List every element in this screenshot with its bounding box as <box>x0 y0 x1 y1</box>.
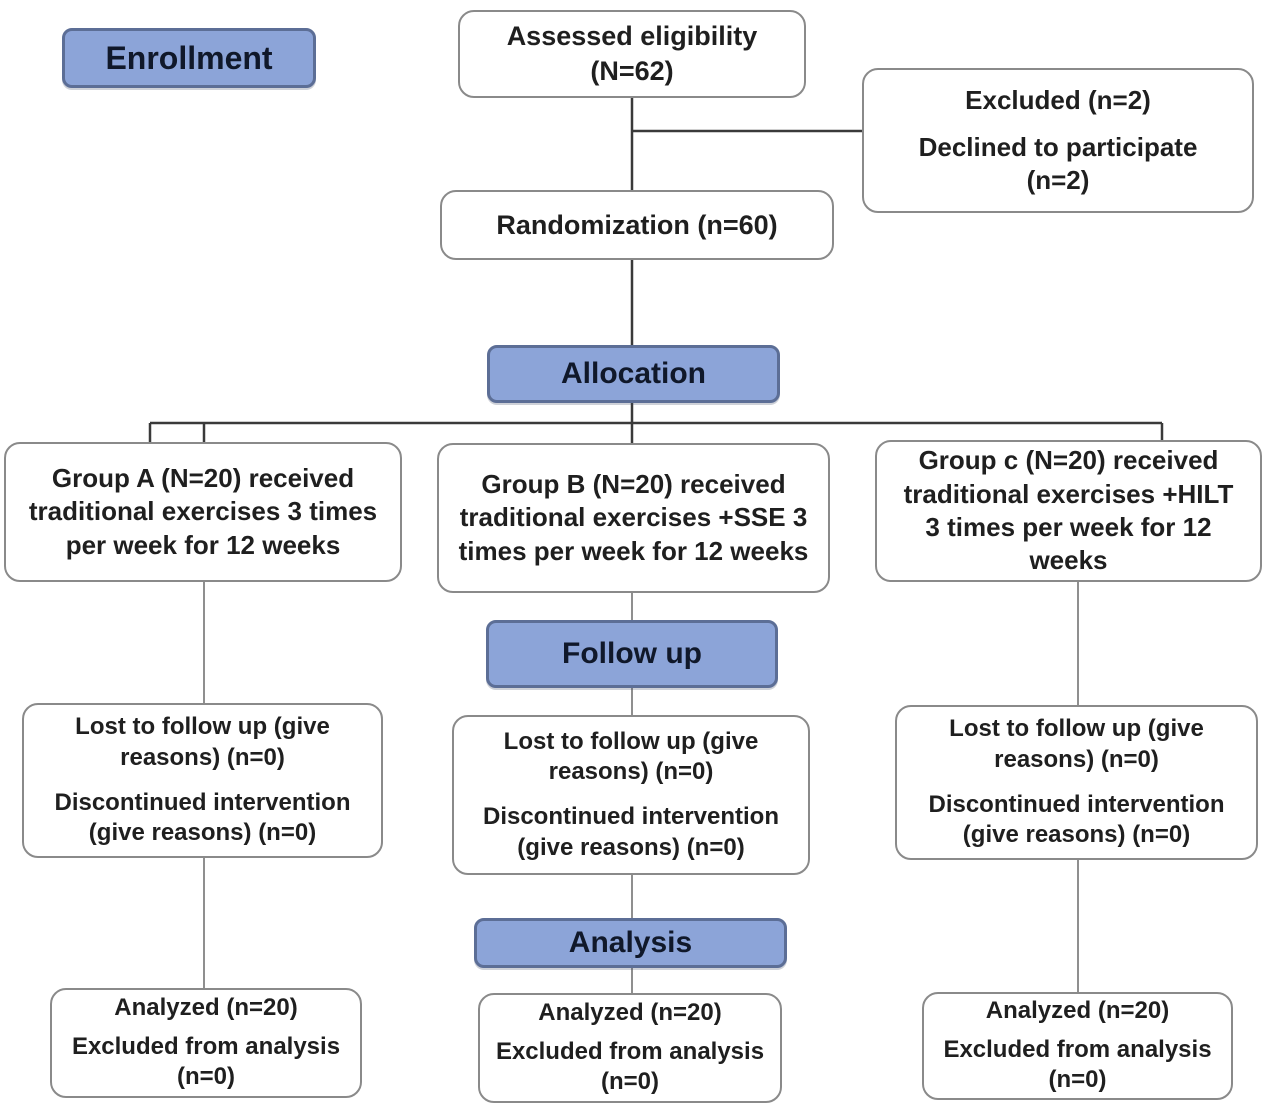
stage-label-enrollment: Enrollment <box>105 39 273 76</box>
box-assessed-eligibility: Assessed eligibility (N=62) <box>458 10 806 98</box>
box-followup-a: Lost to follow up (give reasons) (n=0) D… <box>22 703 383 858</box>
assessed-eligibility-count: (N=62) <box>590 56 674 86</box>
excluded-reason-count: (n=2) <box>1026 165 1090 196</box>
analyzed-b-count: Analyzed (n=20) <box>538 998 722 1026</box>
followup-b-discontinued: Discontinued intervention (give reasons)… <box>482 803 779 861</box>
analyzed-c-count: Analyzed (n=20) <box>985 996 1170 1024</box>
box-analyzed-a: Analyzed (n=20) Excluded from analysis (… <box>50 988 362 1098</box>
box-analyzed-c: Analyzed (n=20) Excluded from analysis (… <box>922 992 1233 1100</box>
box-analyzed-b: Analyzed (n=20) Excluded from analysis (… <box>478 993 782 1103</box>
analyzed-b-excluded: Excluded from analysis (n=0) <box>495 1037 765 1096</box>
analyzed-c-excluded: Excluded from analysis (n=0) <box>943 1035 1212 1094</box>
followup-b-lost: Lost to follow up (give reasons) (n=0) <box>503 727 759 786</box>
followup-a-lost: Lost to follow up (give reasons) (n=0) <box>75 713 330 771</box>
stage-label-analysis: Analysis <box>568 926 693 959</box>
followup-c-lost: Lost to follow up (give reasons) (n=0) <box>949 715 1204 773</box>
box-followup-b: Lost to follow up (give reasons) (n=0) D… <box>452 715 810 875</box>
analyzed-a-excluded: Excluded from analysis (n=0) <box>71 1032 341 1091</box>
stage-label-followup: Follow up <box>562 637 702 670</box>
stage-band-analysis: Analysis <box>474 918 787 968</box>
analyzed-a-count: Analyzed (n=20) <box>114 993 298 1021</box>
box-group-b: Group B (N=20) received traditional exer… <box>437 443 830 593</box>
followup-c-discontinued: Discontinued intervention (give reasons)… <box>928 790 1225 849</box>
stage-band-allocation: Allocation <box>487 345 780 403</box>
group-b-text: Group B (N=20) received traditional exer… <box>458 469 809 566</box>
stage-label-allocation: Allocation <box>560 357 706 390</box>
box-group-c: Group c (N=20) received traditional exer… <box>875 440 1262 582</box>
assessed-eligibility-line1: Assessed eligibility <box>506 21 758 52</box>
followup-a-discontinued: Discontinued intervention (give reasons)… <box>54 788 351 847</box>
box-followup-c: Lost to follow up (give reasons) (n=0) D… <box>895 705 1258 860</box>
excluded-count: Excluded (n=2) <box>965 84 1151 115</box>
box-randomization: Randomization (n=60) <box>440 190 834 260</box>
group-a-text: Group A (N=20) received traditional exer… <box>28 463 378 560</box>
box-group-a: Group A (N=20) received traditional exer… <box>4 442 402 582</box>
stage-band-followup: Follow up <box>486 620 778 688</box>
group-c-text: Group c (N=20) received traditional exer… <box>903 445 1234 576</box>
excluded-reason: Declined to participate <box>918 131 1198 162</box>
stage-band-enrollment: Enrollment <box>62 28 316 88</box>
randomization-label: Randomization (n=60) <box>496 209 778 240</box>
box-excluded: Excluded (n=2) Declined to participate (… <box>862 68 1254 213</box>
